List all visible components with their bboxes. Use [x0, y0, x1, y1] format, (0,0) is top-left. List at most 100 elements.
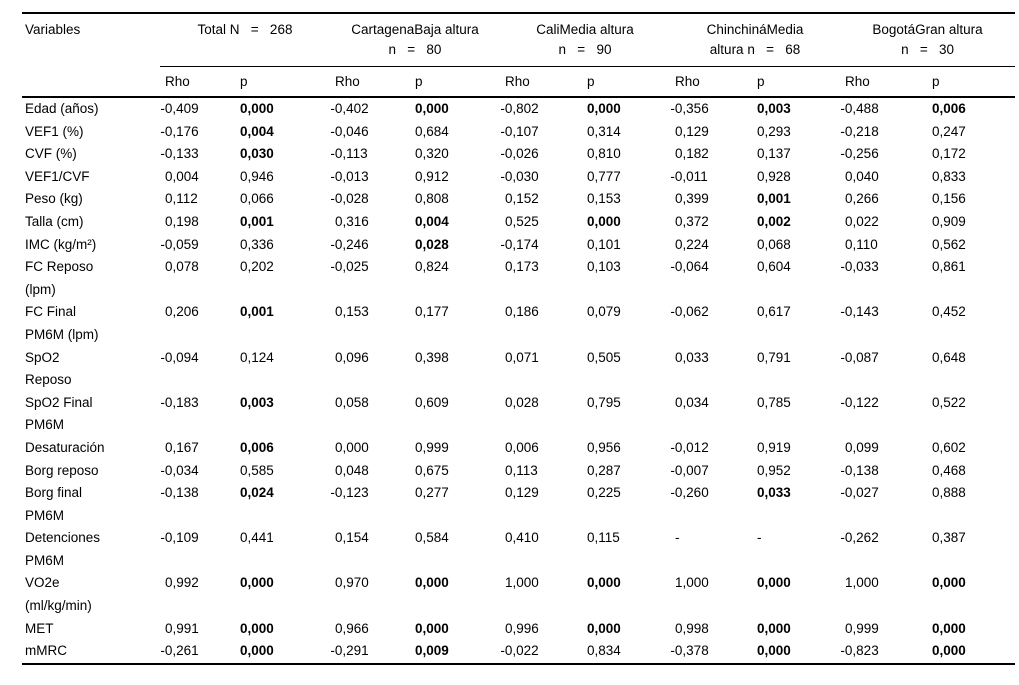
rho-value: 0,112: [165, 191, 198, 207]
p-value: 0,952: [757, 462, 791, 478]
rho-value: -0,025: [330, 259, 369, 275]
p-value: 0,030: [240, 146, 274, 162]
rho-value: 0,033: [675, 349, 709, 365]
p-value: 0,177: [415, 304, 449, 320]
row-label: IMC (kg/m²): [22, 234, 160, 257]
row-label-line: Talla (cm): [25, 213, 84, 229]
rho-value: 0,996: [505, 620, 539, 636]
row-label-line: VO2e: [25, 575, 60, 591]
table-row: Borg reposo -0,034 0,585 0,048 0,675 0,113 0,2…: [22, 460, 1015, 483]
rho-value: 0,058: [335, 394, 369, 410]
rho-value: 0,110: [845, 236, 878, 252]
row-label-line: Edad (años): [25, 101, 99, 116]
rho-value: 0,372: [675, 213, 709, 229]
rho-value: -0,107: [500, 123, 539, 139]
table-row: VEF1 (%) -0,176 0,004 -0,046 0,684 -0,107 0,31…: [22, 121, 1015, 144]
rho-value: 0,096: [335, 349, 369, 365]
rho-value: -0,059: [160, 236, 199, 252]
row-label: SpO2 Final PM6M: [22, 392, 160, 437]
p-value: 0,675: [415, 462, 449, 478]
rho-value: -0,260: [670, 485, 709, 501]
group-header-line1: CaliMedia altura: [536, 22, 634, 37]
rho-subheader-3: Rho: [670, 66, 753, 98]
table-row: VEF1/CVF 0,004 0,946 -0,013 0,912 -0,030 0,777…: [22, 166, 1015, 189]
row-label-line: (lpm): [25, 281, 56, 297]
p-value: 0,468: [932, 462, 966, 478]
p-value: 0,604: [757, 259, 791, 275]
rho-value: -0,138: [840, 462, 879, 478]
group-header-4: BogotáGran altura n = 30: [840, 13, 1016, 67]
rho-value: -0,087: [840, 349, 879, 365]
rho-value: -0,123: [330, 485, 369, 501]
p-value: 0,398: [415, 349, 449, 365]
rho-value: 0,410: [505, 530, 539, 546]
p-value: 0,225: [587, 485, 621, 501]
rho-value: -0,143: [840, 304, 879, 320]
rho-value: 0,048: [335, 462, 369, 478]
row-label-line: Detenciones: [25, 530, 101, 546]
p-value: 0,068: [757, 236, 791, 252]
p-subheader-3: p: [752, 66, 841, 98]
rho-value: -0,256: [840, 146, 879, 162]
table-row: CVF (%) -0,133 0,030 -0,113 0,320 -0,026 0,810…: [22, 143, 1015, 166]
p-value: 0,287: [587, 462, 621, 478]
p-value: 0,861: [932, 259, 966, 275]
rho-value: -0,402: [330, 101, 369, 116]
p-value: 0,522: [932, 394, 966, 410]
row-label-line: mMRC: [25, 643, 67, 659]
row-label-line: PM6M: [25, 552, 65, 568]
rho-value: 0,153: [335, 304, 369, 320]
p-value: 0,124: [240, 349, 274, 365]
p-value: 0,000: [415, 620, 449, 636]
rho-value: -0,028: [330, 191, 369, 207]
row-label-line: MET: [25, 620, 54, 636]
p-value: 0,000: [757, 575, 791, 591]
row-label: Talla (cm): [22, 211, 160, 234]
p-value: 0,609: [415, 394, 449, 410]
rho-value: -0,030: [500, 168, 539, 184]
p-value: 0,006: [932, 101, 966, 116]
p-value: 0,103: [587, 259, 621, 275]
table-row: SpO2 Reposo -0,094 0,124 0,096 0,398 0,071 0,50…: [22, 347, 1015, 392]
rho-value: -0,261: [160, 640, 235, 665]
p-value: 0,028: [415, 236, 449, 252]
rho-value: 0,006: [505, 439, 539, 455]
row-label: Borg reposo: [22, 460, 160, 483]
rho-value: 0,992: [165, 575, 199, 591]
group-header-3: ChinchináMedia altura n = 68: [670, 13, 841, 67]
row-label-line: FC Final: [25, 304, 77, 320]
group-header-2: CaliMedia altura n = 90: [500, 13, 671, 67]
rho-value: -0,174: [500, 236, 539, 252]
table-row: Peso (kg) 0,112 0,066 -0,028 0,808 0,152 0,153…: [22, 188, 1015, 211]
p-value: 0,562: [932, 236, 966, 252]
p-value: 0,079: [587, 304, 621, 320]
p-value: 0,004: [240, 123, 274, 139]
rho-value: -: [675, 530, 680, 546]
rho-subheader-4: Rho: [840, 66, 928, 98]
rho-value: -0,062: [670, 304, 709, 320]
row-label-line: SpO2: [25, 349, 60, 365]
rho-value: 0,034: [675, 394, 709, 410]
p-value: 0,000: [415, 101, 449, 116]
rho-subheader-2: Rho: [500, 66, 582, 98]
row-label-line: CVF (%): [25, 146, 77, 162]
p-value: 0,617: [757, 304, 791, 320]
rho-value: -0,133: [160, 146, 199, 162]
row-label: SpO2 Reposo: [22, 347, 160, 392]
p-value: 0,004: [415, 213, 449, 229]
row-label-line: VEF1 (%): [25, 123, 84, 139]
p-value: 0,293: [757, 123, 791, 139]
p-value: 0,000: [932, 575, 966, 591]
p-value: 0,000: [587, 575, 621, 591]
rho-value: 0,129: [675, 123, 709, 139]
p-value: 0,202: [240, 259, 274, 275]
table-header: Variables Total N = 268 CartagenaBaja alt…: [22, 13, 1016, 98]
p-value: 0,000: [752, 640, 841, 665]
p-subheader-1: p: [410, 66, 500, 98]
group-header-line1: BogotáGran altura: [872, 22, 983, 37]
p-value: 0,000: [587, 101, 621, 116]
row-label-line: FC Reposo: [25, 259, 94, 275]
p-value: 0,946: [240, 168, 274, 184]
group-header-line1: CartagenaBaja altura: [351, 22, 479, 37]
rho-subheader-0: Rho: [160, 66, 235, 98]
